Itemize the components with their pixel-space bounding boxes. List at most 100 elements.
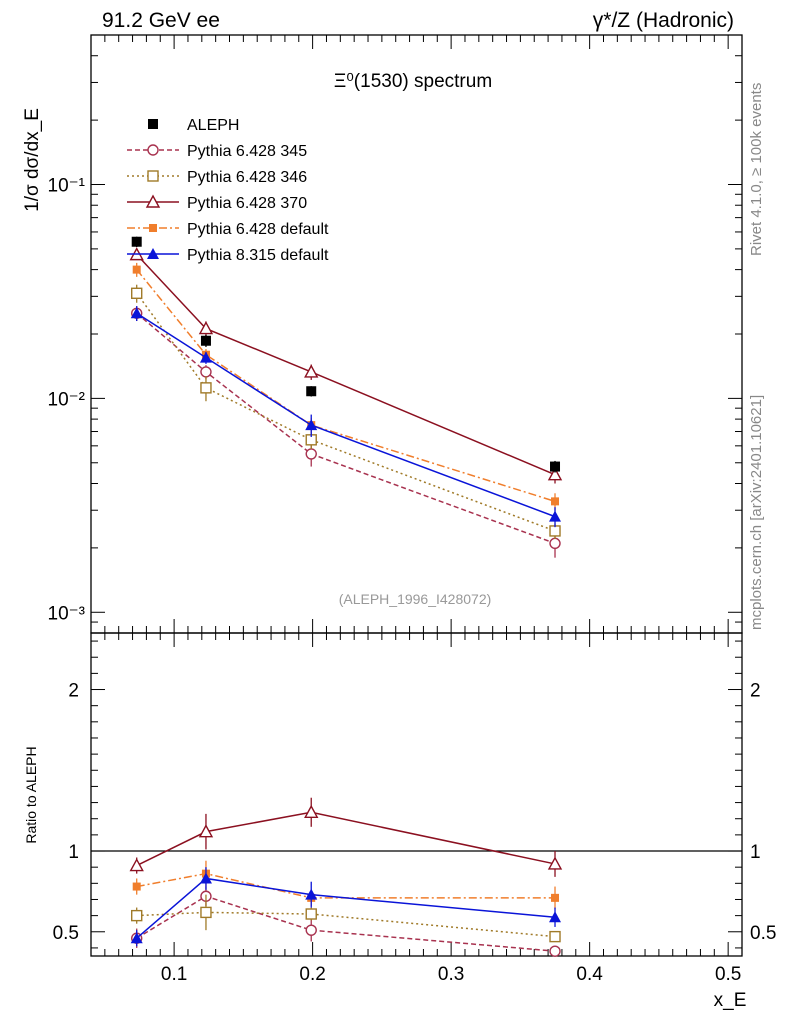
data-point (130, 307, 143, 319)
legend-entry-pythia-6-428-370: Pythia 6.428 370 (127, 194, 307, 212)
data-point (551, 893, 560, 902)
data-point (132, 265, 141, 274)
legend-marker (147, 248, 159, 259)
data-point (304, 364, 319, 378)
x-tick-label: 0.1 (161, 964, 187, 985)
series-line-pythia-6-428-default (136, 269, 556, 503)
x-tick-label: 0.5 (715, 964, 741, 985)
data-point (549, 525, 561, 537)
legend-label: ALEPH (187, 117, 239, 134)
data-point (131, 909, 143, 922)
legend-label: Pythia 6.428 346 (187, 169, 307, 186)
legend-entry-pythia-8-315-default: Pythia 8.315 default (127, 247, 329, 264)
legend-entry-pythia-6-428-346: Pythia 6.428 346 (127, 169, 307, 186)
main-panel: 10⁻¹ 10⁻² 10⁻³ Ξ⁰(1530) spectrum (ALEPH_19… (22, 34, 743, 634)
data-point (200, 906, 212, 919)
data-point (549, 911, 562, 923)
series-line-pythia-8-315-default (136, 312, 556, 518)
legend-marker (147, 170, 159, 182)
data-point (200, 366, 212, 378)
ratio-ticks (91, 633, 742, 956)
series-pythia-6-428-345 (131, 886, 561, 957)
y-tick-label: 10⁻³ (48, 603, 86, 624)
data-point (132, 882, 141, 891)
data-point (305, 419, 318, 431)
main-ticks (91, 34, 742, 634)
y-tick-label: 10⁻² (48, 389, 86, 410)
data-point (129, 858, 144, 872)
series-pythia-6-428-370 (129, 797, 563, 877)
chart-title: Ξ⁰(1530) spectrum (334, 71, 492, 92)
y-tick-label: 1 (68, 842, 79, 863)
main-y-axis-label: 1/σ dσ/dx_E (22, 108, 43, 212)
data-point (200, 382, 212, 394)
legend-entry-pythia-6-428-default: Pythia 6.428 default (127, 221, 329, 238)
ratio-series (129, 797, 563, 957)
y-tick-label-right: 0.5 (750, 923, 776, 944)
ratio-frame (90, 632, 743, 957)
data-point (198, 824, 214, 838)
series-line-pythia-6-428-346 (136, 911, 556, 938)
x-tick-label: 0.4 (576, 964, 603, 985)
data-point (305, 924, 317, 936)
main-series (129, 236, 563, 558)
legend-label: Pythia 6.428 345 (187, 143, 307, 160)
series-aleph (131, 236, 561, 473)
energy-label: 91.2 GeV ee (102, 9, 220, 32)
data-point (130, 932, 143, 944)
x-tick-label: 0.3 (438, 964, 464, 985)
data-point (547, 467, 563, 481)
legend-label: Pythia 6.428 default (187, 221, 329, 238)
legend-entry-aleph: ALEPH (148, 117, 239, 134)
series-line-pythia-8-315-default (136, 877, 556, 939)
data-point (549, 930, 561, 943)
series-pythia-8-315-default (130, 867, 562, 947)
data-point (199, 351, 212, 363)
data-point (198, 321, 214, 335)
data-point (549, 510, 562, 522)
series-line-pythia-6-428-346 (136, 292, 556, 532)
mcplots-label: mcplots.cern.ch [arXiv:2401.10621] (748, 395, 765, 630)
series-line-pythia-6-428-345 (136, 895, 556, 952)
data-point (306, 386, 317, 397)
data-point (200, 335, 211, 346)
data-point (550, 461, 561, 472)
series-line-pythia-6-428-default (136, 872, 556, 899)
data-point (305, 908, 317, 920)
data-point (547, 856, 563, 870)
series-pythia-6-428-346 (131, 894, 561, 943)
series-line-pythia-6-428-345 (136, 312, 556, 545)
legend: ALEPH Pythia 6.428 345 Pythia 6.428 346 Pyt… (127, 117, 329, 264)
legend-marker (145, 194, 161, 208)
y-tick-label-right: 2 (750, 681, 761, 702)
ratio-y-axis-label: Ratio to ALEPH (23, 746, 39, 843)
series-line-pythia-6-428-370 (136, 811, 556, 867)
ratio-panel: 2 2 1 1 0.5 0.5 0.1 0.2 0.3 0.4 0.5 Ratio to ALEP… (23, 632, 776, 1011)
y-tick-label: 0.5 (53, 923, 79, 944)
legend-marker (148, 119, 158, 129)
data-point (305, 888, 318, 900)
y-tick-label-right: 1 (750, 842, 761, 863)
series-pythia-8-315-default (130, 306, 562, 528)
data-point (551, 497, 560, 506)
series-pythia-6-428-default (132, 860, 560, 910)
legend-marker (147, 144, 159, 156)
series-pythia-6-428-345 (131, 306, 561, 558)
data-point (549, 945, 561, 957)
x-tick-labels: 0.1 0.2 0.3 0.4 0.5 (161, 964, 741, 985)
data-point (199, 872, 212, 884)
series-line-pythia-6-428-370 (136, 254, 556, 476)
data-point (304, 804, 319, 818)
legend-marker (149, 224, 157, 232)
x-axis-label: x_E (714, 990, 747, 1011)
series-pythia-6-428-370 (129, 247, 563, 484)
data-point (305, 448, 317, 460)
data-point (131, 287, 143, 299)
legend-entry-pythia-6-428-345: Pythia 6.428 345 (127, 143, 307, 160)
series-pythia-6-428-346 (131, 284, 561, 540)
legend-label: Pythia 6.428 370 (187, 195, 307, 212)
y-tick-label: 10⁻¹ (48, 176, 86, 197)
data-point (549, 537, 561, 550)
process-label: γ*/Z (Hadronic) (593, 9, 734, 32)
